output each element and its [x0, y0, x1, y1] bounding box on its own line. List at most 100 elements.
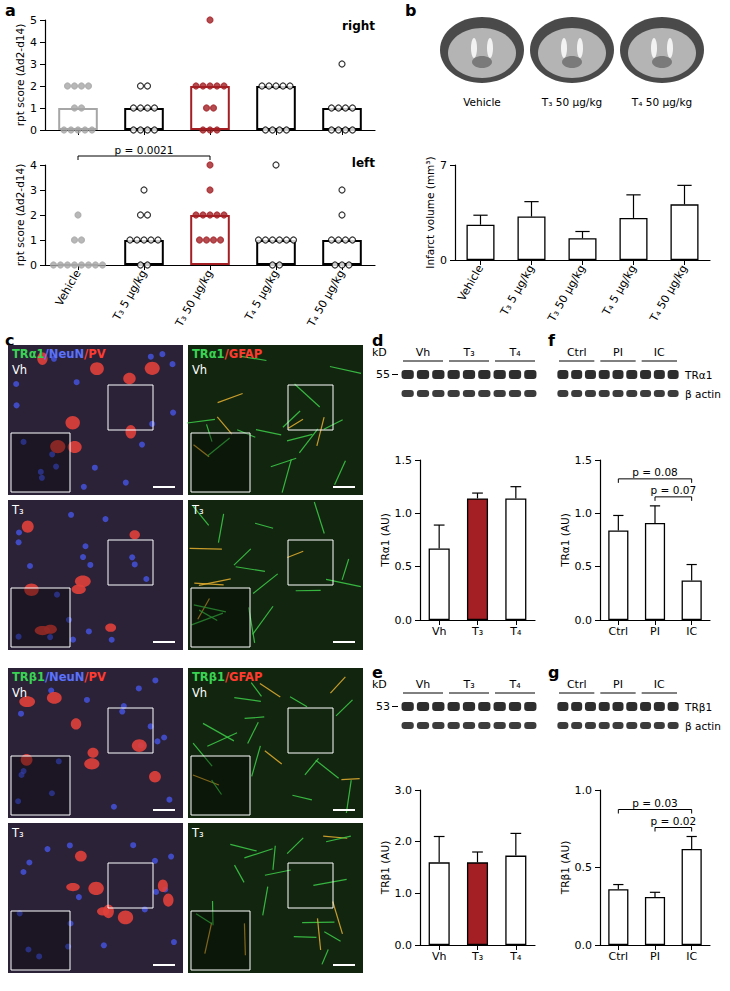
svg-text:T₃: T₃ — [462, 346, 474, 359]
svg-text:0.0: 0.0 — [575, 614, 593, 627]
svg-text:a: a — [5, 1, 16, 20]
svg-text:T₄ 50 µg/kg: T₄ 50 µg/kg — [647, 263, 690, 325]
svg-text:TRα1 (AU): TRα1 (AU) — [379, 513, 391, 568]
svg-text:/NeuN: /NeuN — [45, 670, 84, 684]
svg-text:T₃ 50 µg/kg: T₃ 50 µg/kg — [172, 268, 215, 330]
svg-text:1.0: 1.0 — [395, 507, 413, 520]
svg-text:/GFAP: /GFAP — [225, 347, 263, 361]
svg-text:7: 7 — [440, 159, 447, 172]
svg-text:Ctrl: Ctrl — [609, 625, 629, 638]
svg-text:T₄: T₄ — [508, 678, 521, 691]
svg-text:3.0: 3.0 — [395, 784, 413, 797]
svg-text:T₄: T₄ — [509, 625, 522, 638]
svg-text:rpt score (Δd2-d14): rpt score (Δd2-d14) — [14, 24, 26, 127]
svg-text:TRβ1: TRβ1 — [684, 701, 712, 713]
svg-text:1.0: 1.0 — [575, 507, 593, 520]
svg-text:53: 53 — [376, 700, 390, 713]
svg-text:0.5: 0.5 — [395, 560, 413, 573]
svg-text:5: 5 — [30, 14, 37, 27]
svg-text:TRα1 (AU): TRα1 (AU) — [559, 513, 571, 568]
svg-text:T₃ 5 µg/kg: T₃ 5 µg/kg — [110, 268, 150, 324]
svg-text:Vh: Vh — [432, 950, 447, 963]
svg-text:T₃: T₃ — [462, 678, 474, 691]
svg-text:PI: PI — [650, 950, 660, 963]
svg-text:right: right — [342, 19, 375, 33]
svg-text:Vehicle: Vehicle — [455, 263, 486, 304]
svg-text:T₃ 50 µg/kg: T₃ 50 µg/kg — [541, 96, 602, 108]
svg-text:T₃: T₃ — [191, 826, 204, 840]
svg-text:0: 0 — [30, 259, 37, 272]
svg-text:T₄ 50 µg/kg: T₄ 50 µg/kg — [631, 96, 692, 108]
svg-text:p = 0.07: p = 0.07 — [651, 484, 697, 496]
svg-text:p = 0.02: p = 0.02 — [651, 815, 697, 827]
svg-text:T₄: T₄ — [508, 346, 521, 359]
svg-text:PI: PI — [650, 625, 660, 638]
svg-text:IC: IC — [654, 346, 665, 359]
svg-text:T₃: T₃ — [191, 503, 204, 517]
svg-text:T₃: T₃ — [471, 950, 483, 963]
svg-text:2.0: 2.0 — [395, 835, 413, 848]
svg-text:rpt score (Δd2-d14): rpt score (Δd2-d14) — [14, 164, 26, 267]
svg-text:T₄ 50 µg/kg: T₄ 50 µg/kg — [304, 268, 347, 330]
svg-text:b: b — [405, 1, 416, 20]
svg-text:IC: IC — [686, 950, 697, 963]
svg-text:3: 3 — [30, 184, 37, 197]
svg-text:left: left — [352, 156, 375, 170]
svg-text:Vh: Vh — [12, 363, 27, 377]
svg-text:Vehicle: Vehicle — [53, 268, 84, 309]
svg-text:TRα1: TRα1 — [12, 347, 45, 361]
svg-text:1.5: 1.5 — [395, 454, 413, 467]
svg-text:Vehicle: Vehicle — [463, 96, 501, 108]
svg-text:1.0: 1.0 — [395, 887, 413, 900]
svg-text:Infarct volume (mm³): Infarct volume (mm³) — [424, 156, 436, 268]
svg-text:T₃: T₃ — [471, 625, 483, 638]
svg-text:PI: PI — [613, 678, 623, 691]
svg-text:IC: IC — [686, 625, 697, 638]
svg-text:p = 0.08: p = 0.08 — [632, 466, 678, 478]
svg-text:p = 0.0021: p = 0.0021 — [115, 144, 174, 156]
svg-text:0.0: 0.0 — [395, 614, 413, 627]
svg-text:/NeuN: /NeuN — [45, 347, 84, 361]
svg-text:1: 1 — [30, 102, 37, 115]
svg-text:2: 2 — [30, 80, 37, 93]
svg-text:Ctrl: Ctrl — [609, 950, 629, 963]
svg-text:Vh: Vh — [12, 686, 27, 700]
svg-text:4: 4 — [30, 159, 37, 172]
svg-text:Vh: Vh — [432, 625, 447, 638]
svg-text:T₃ 5 µg/kg: T₃ 5 µg/kg — [497, 263, 537, 319]
svg-text:/PV: /PV — [84, 670, 106, 684]
svg-text:0.0: 0.0 — [395, 939, 413, 952]
svg-text:PI: PI — [613, 346, 623, 359]
svg-text:kD: kD — [372, 678, 387, 691]
svg-text:T₄ 5 µg/kg: T₄ 5 µg/kg — [242, 268, 282, 324]
svg-text:TRβ1 (AU): TRβ1 (AU) — [559, 841, 571, 896]
svg-text:Vh: Vh — [416, 346, 431, 359]
svg-text:T₄: T₄ — [509, 950, 522, 963]
svg-text:Vh: Vh — [416, 678, 431, 691]
svg-text:β actin: β actin — [685, 720, 721, 732]
svg-text:/GFAP: /GFAP — [225, 670, 263, 684]
svg-text:T₃: T₃ — [11, 826, 24, 840]
svg-text:kD: kD — [372, 346, 387, 359]
svg-text:f: f — [548, 331, 556, 350]
svg-text:1.0: 1.0 — [575, 784, 593, 797]
svg-text:Vh: Vh — [192, 363, 207, 377]
svg-text:55: 55 — [376, 368, 390, 381]
svg-text:0.0: 0.0 — [575, 939, 593, 952]
svg-text:3: 3 — [30, 58, 37, 71]
svg-text:0.5: 0.5 — [575, 861, 593, 874]
svg-text:Ctrl: Ctrl — [567, 346, 587, 359]
svg-text:T₃: T₃ — [11, 503, 24, 517]
svg-text:TRα1: TRα1 — [192, 347, 225, 361]
svg-text:T₃ 50 µg/kg: T₃ 50 µg/kg — [545, 263, 588, 325]
svg-text:IC: IC — [654, 678, 665, 691]
svg-text:1: 1 — [30, 234, 37, 247]
svg-text:0: 0 — [440, 254, 447, 267]
svg-text:TRβ1: TRβ1 — [192, 670, 225, 684]
svg-text:Ctrl: Ctrl — [567, 678, 587, 691]
svg-text:1.5: 1.5 — [575, 454, 593, 467]
svg-text:β actin: β actin — [685, 388, 721, 400]
svg-text:0.5: 0.5 — [575, 560, 593, 573]
svg-text:TRβ1: TRβ1 — [12, 670, 45, 684]
svg-text:TRα1: TRα1 — [684, 369, 712, 381]
